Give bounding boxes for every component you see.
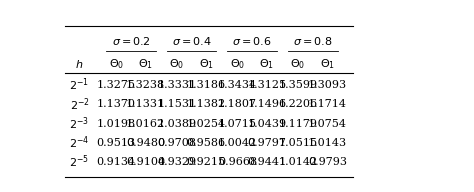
Text: $\sigma = 0.6$: $\sigma = 0.6$ <box>232 35 272 47</box>
Text: $2^{-3}$: $2^{-3}$ <box>70 115 90 132</box>
Text: 1.0389: 1.0389 <box>157 119 196 129</box>
Text: 1.3275: 1.3275 <box>97 80 136 90</box>
Text: 1.1179: 1.1179 <box>279 119 318 129</box>
Text: 1.0715: 1.0715 <box>218 119 257 129</box>
Text: $\sigma = 0.2$: $\sigma = 0.2$ <box>111 35 150 47</box>
Text: 0.9793: 0.9793 <box>308 157 347 167</box>
Text: 1.0254: 1.0254 <box>187 119 226 129</box>
Text: 0.9134: 0.9134 <box>97 157 136 167</box>
Text: $2^{-5}$: $2^{-5}$ <box>70 154 90 170</box>
Text: 0.9480: 0.9480 <box>126 138 165 148</box>
Text: 1.2206: 1.2206 <box>278 99 318 109</box>
Text: 0.9215: 0.9215 <box>187 157 226 167</box>
Text: 1.3186: 1.3186 <box>187 80 226 90</box>
Text: $\Theta_1$: $\Theta_1$ <box>199 58 214 71</box>
Text: 1.3599: 1.3599 <box>278 80 318 90</box>
Text: $2^{-2}$: $2^{-2}$ <box>70 96 90 113</box>
Text: 1.1331: 1.1331 <box>126 99 165 109</box>
Text: $\Theta_1$: $\Theta_1$ <box>138 58 153 71</box>
Text: 0.9104: 0.9104 <box>126 157 165 167</box>
Text: $\Theta_1$: $\Theta_1$ <box>320 58 335 71</box>
Text: 1.3093: 1.3093 <box>308 80 347 90</box>
Text: 1.0042: 1.0042 <box>218 138 257 148</box>
Text: 1.0198: 1.0198 <box>97 119 136 129</box>
Text: 0.9586: 0.9586 <box>187 138 226 148</box>
Text: 0.9441: 0.9441 <box>247 157 286 167</box>
Text: $\Theta_0$: $\Theta_0$ <box>109 58 124 71</box>
Text: $\Theta_0$: $\Theta_0$ <box>291 58 306 71</box>
Text: $h$: $h$ <box>75 58 83 70</box>
Text: 1.1531: 1.1531 <box>157 99 196 109</box>
Text: 0.9668: 0.9668 <box>218 157 257 167</box>
Text: 1.3125: 1.3125 <box>247 80 286 90</box>
Text: 1.0439: 1.0439 <box>247 119 286 129</box>
Text: 0.9708: 0.9708 <box>157 138 196 148</box>
Text: $2^{-4}$: $2^{-4}$ <box>69 134 90 151</box>
Text: $\sigma = 0.4$: $\sigma = 0.4$ <box>172 35 211 47</box>
Text: 1.0162: 1.0162 <box>126 119 165 129</box>
Text: 1.0754: 1.0754 <box>308 119 347 129</box>
Text: 0.9329: 0.9329 <box>157 157 196 167</box>
Text: 0.9513: 0.9513 <box>97 138 136 148</box>
Text: 1.0142: 1.0142 <box>278 157 318 167</box>
Text: 1.1714: 1.1714 <box>308 99 347 109</box>
Text: $\Theta_0$: $\Theta_0$ <box>169 58 184 71</box>
Text: 1.3238: 1.3238 <box>126 80 165 90</box>
Text: $\Theta_1$: $\Theta_1$ <box>259 58 274 71</box>
Text: 1.1496: 1.1496 <box>247 99 286 109</box>
Text: 1.0143: 1.0143 <box>308 138 347 148</box>
Text: $\Theta_0$: $\Theta_0$ <box>230 58 245 71</box>
Text: 1.1370: 1.1370 <box>97 99 136 109</box>
Text: 1.3434: 1.3434 <box>218 80 257 90</box>
Text: 1.0515: 1.0515 <box>278 138 318 148</box>
Text: $2^{-1}$: $2^{-1}$ <box>70 77 90 94</box>
Text: 1.3331: 1.3331 <box>157 80 196 90</box>
Text: 1.1807: 1.1807 <box>218 99 257 109</box>
Text: $\sigma = 0.8$: $\sigma = 0.8$ <box>293 35 332 47</box>
Text: 0.9797: 0.9797 <box>247 138 286 148</box>
Text: 1.1382: 1.1382 <box>187 99 226 109</box>
